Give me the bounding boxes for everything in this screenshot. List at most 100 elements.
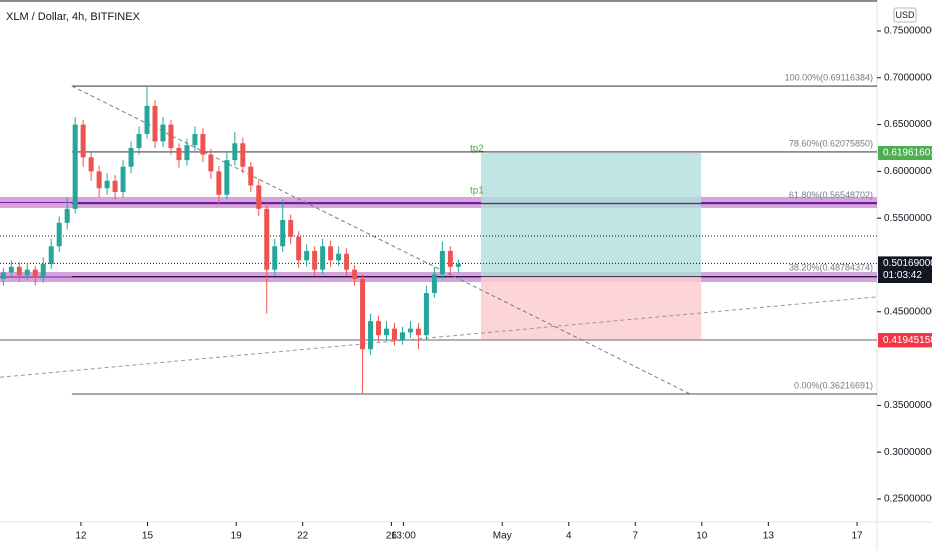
x-tick-label: 17 xyxy=(851,531,863,542)
candle-body xyxy=(232,143,238,161)
y-tick-label: 0.35000000 xyxy=(884,400,932,411)
candle-body xyxy=(0,272,6,280)
y-tick-label: 0.75000000 xyxy=(884,26,932,37)
current-price-box xyxy=(878,256,932,283)
candle-body xyxy=(336,253,342,261)
trendline xyxy=(71,85,691,395)
candle-body xyxy=(280,220,286,247)
fib-label: 0.00%(0.36216691) xyxy=(794,380,873,390)
countdown: 01:03:42 xyxy=(883,270,922,281)
fib-label: 78.60%(0.62075850) xyxy=(789,138,873,148)
candle-body xyxy=(272,246,278,270)
y-tick-label: 0.60000000 xyxy=(884,166,932,177)
candle-body xyxy=(48,246,54,265)
y-tick-label: 0.25000000 xyxy=(884,494,932,505)
candle-body xyxy=(40,264,46,279)
candle-body xyxy=(104,180,110,189)
x-tick-label: 26 xyxy=(386,531,398,542)
candle-body xyxy=(352,269,358,280)
candle-body xyxy=(216,171,222,195)
candle-body xyxy=(80,124,86,158)
x-tick-label: 15 xyxy=(142,531,154,542)
candle-body xyxy=(96,171,102,189)
candle-body xyxy=(160,124,166,142)
candle-body xyxy=(360,279,366,350)
candle-body xyxy=(152,105,158,142)
candle-body xyxy=(320,246,326,270)
y-tick-label: 0.45000000 xyxy=(884,306,932,317)
price-label-box xyxy=(878,146,932,161)
candle-body xyxy=(136,133,142,148)
candle-body xyxy=(431,274,437,294)
current-price: 0.50169000 xyxy=(883,258,932,269)
candle-body xyxy=(423,293,429,336)
candle-body xyxy=(88,157,94,172)
candle-body xyxy=(415,328,421,336)
candle-body xyxy=(72,124,78,209)
target-area xyxy=(480,153,702,277)
x-tick-label: 12 xyxy=(75,531,87,542)
candle-body xyxy=(192,133,198,146)
x-tick-label: 4 xyxy=(566,531,572,542)
candle-body xyxy=(240,143,246,167)
candle-body xyxy=(376,321,382,336)
x-tick-label: 13:00 xyxy=(391,531,416,542)
annotation: tp1 xyxy=(470,186,484,197)
currency[interactable]: USD xyxy=(895,10,915,20)
candle-body xyxy=(32,269,38,279)
candle-body xyxy=(368,321,374,350)
candle-body xyxy=(8,266,14,273)
candle-body xyxy=(224,160,230,195)
chart-title: XLM / Dollar, 4h, BITFINEX xyxy=(6,11,141,23)
candle-body xyxy=(184,145,190,161)
y-tick-label: 0.55000000 xyxy=(884,213,932,224)
price-label: 0.61961601 xyxy=(883,148,932,159)
candle-body xyxy=(120,166,126,192)
x-tick-label: 10 xyxy=(696,531,708,542)
candle-body xyxy=(144,105,150,134)
candle-body xyxy=(439,250,445,275)
currency-box[interactable] xyxy=(893,7,917,23)
candle-body xyxy=(304,250,310,261)
y-tick-label: 0.70000000 xyxy=(884,72,932,83)
candle-body xyxy=(312,250,318,270)
annotation: tp2 xyxy=(470,144,484,155)
x-tick-label: 19 xyxy=(231,531,243,542)
candle-body xyxy=(384,328,390,336)
candle-body xyxy=(200,133,206,155)
fib-label: 61.80%(0.56548702) xyxy=(789,190,873,200)
candle-body xyxy=(256,185,262,209)
candle-body xyxy=(288,220,294,237)
x-tick-label: May xyxy=(493,531,512,542)
candle-body xyxy=(16,266,22,276)
candle-body xyxy=(64,208,70,223)
candle-body xyxy=(264,208,270,270)
candle-body xyxy=(391,328,397,340)
candle-body xyxy=(248,166,254,186)
candle-body xyxy=(455,264,461,267)
candle-body xyxy=(56,222,62,247)
candle-body xyxy=(344,253,350,270)
fib-label: 38.20%(0.48784374) xyxy=(789,263,873,273)
candle-body xyxy=(128,147,134,167)
candle-body xyxy=(399,332,405,340)
x-tick-label: 13 xyxy=(763,531,775,542)
candle-body xyxy=(328,246,334,261)
candle-body xyxy=(112,180,118,192)
candle-body xyxy=(176,147,182,161)
fib-label: 100.00%(0.69116384) xyxy=(785,72,873,82)
y-tick-label: 0.65000000 xyxy=(884,119,932,130)
candle-body xyxy=(24,269,30,276)
y-tick-label: 0.30000000 xyxy=(884,447,932,458)
price-label: 0.41945158 xyxy=(883,335,932,346)
x-tick-label: 22 xyxy=(297,531,309,542)
candle-body xyxy=(208,154,214,172)
candle-body xyxy=(296,236,302,261)
x-tick-label: 7 xyxy=(633,531,639,542)
candle-body xyxy=(168,124,174,148)
price-label-box xyxy=(878,333,932,348)
candle-body xyxy=(407,328,413,333)
candle-body xyxy=(447,250,453,267)
stop-area xyxy=(480,276,702,341)
